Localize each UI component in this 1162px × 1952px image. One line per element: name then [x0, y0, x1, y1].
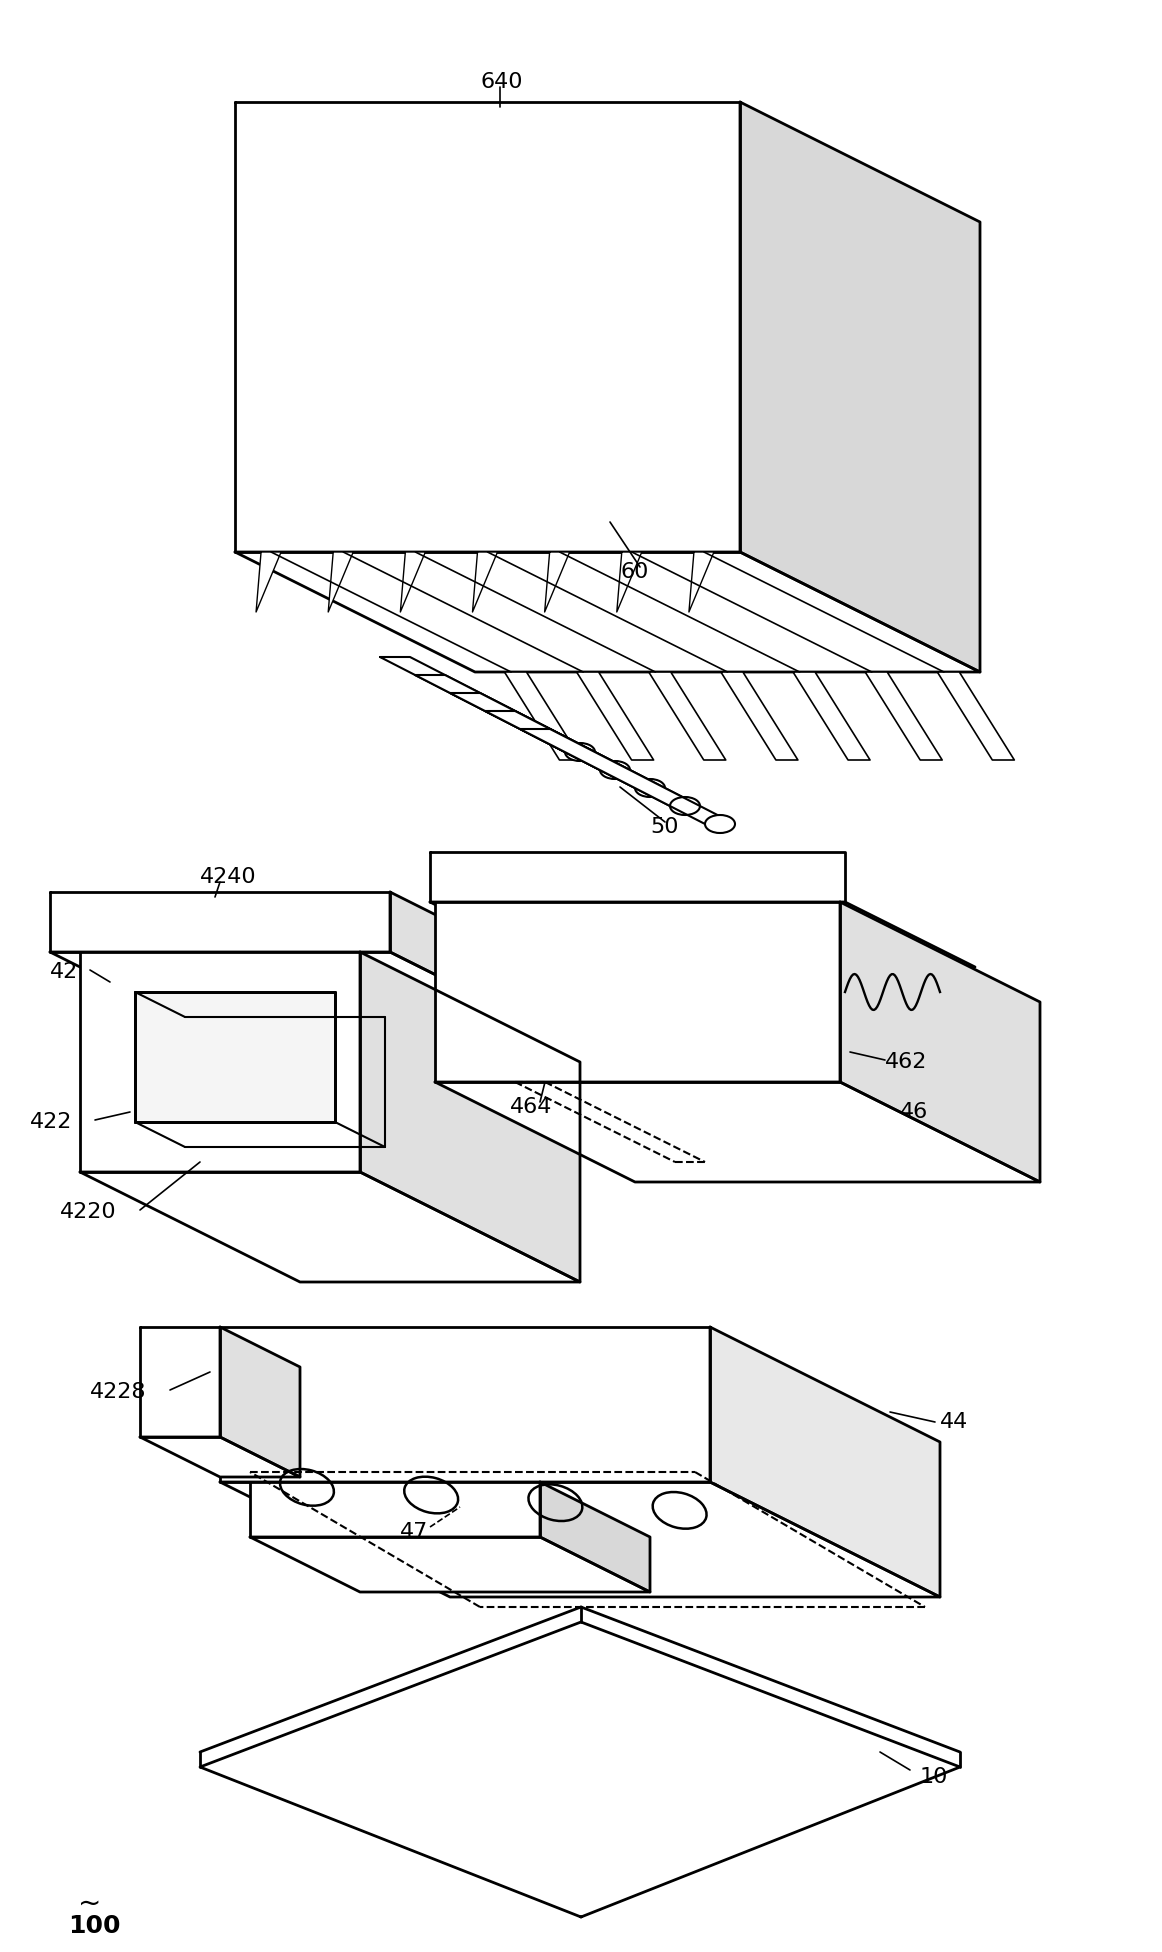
Polygon shape	[840, 902, 1040, 1183]
Polygon shape	[250, 1536, 650, 1593]
Text: 4228: 4228	[89, 1382, 146, 1402]
Text: 10: 10	[920, 1767, 948, 1786]
Text: 46: 46	[901, 1103, 928, 1122]
Polygon shape	[80, 953, 360, 1171]
Polygon shape	[401, 552, 425, 613]
Text: 42: 42	[50, 962, 78, 982]
Ellipse shape	[565, 744, 595, 761]
Polygon shape	[435, 902, 840, 1081]
Polygon shape	[710, 1327, 940, 1597]
Polygon shape	[220, 1327, 300, 1478]
Text: 462: 462	[885, 1052, 927, 1072]
Polygon shape	[792, 671, 870, 759]
Polygon shape	[80, 1171, 580, 1282]
Polygon shape	[200, 1622, 960, 1917]
Polygon shape	[740, 102, 980, 671]
Polygon shape	[139, 1327, 220, 1437]
Polygon shape	[938, 671, 1014, 759]
Polygon shape	[328, 552, 353, 613]
Text: 100: 100	[69, 1915, 121, 1938]
Text: 44: 44	[940, 1411, 968, 1433]
Text: 422: 422	[30, 1113, 72, 1132]
Ellipse shape	[705, 816, 736, 834]
Polygon shape	[390, 892, 571, 1042]
Polygon shape	[220, 1482, 940, 1597]
Polygon shape	[648, 671, 726, 759]
Polygon shape	[360, 953, 580, 1282]
Text: 464: 464	[510, 1097, 552, 1117]
Polygon shape	[135, 992, 335, 1122]
Polygon shape	[380, 658, 595, 752]
Polygon shape	[50, 892, 390, 953]
Polygon shape	[235, 552, 980, 671]
Ellipse shape	[670, 796, 700, 816]
Text: 640: 640	[480, 72, 523, 92]
Polygon shape	[139, 1437, 300, 1478]
Polygon shape	[435, 1081, 1040, 1183]
Polygon shape	[540, 1482, 650, 1593]
Polygon shape	[504, 671, 581, 759]
Text: 47: 47	[400, 1523, 429, 1542]
Polygon shape	[250, 1482, 540, 1536]
Ellipse shape	[600, 761, 630, 779]
Polygon shape	[485, 711, 700, 806]
Text: 50: 50	[650, 818, 679, 837]
Text: 4240: 4240	[200, 867, 257, 886]
Polygon shape	[50, 953, 571, 1042]
Polygon shape	[545, 552, 569, 613]
Polygon shape	[689, 552, 713, 613]
Ellipse shape	[634, 779, 665, 796]
Polygon shape	[256, 552, 281, 613]
Text: 4220: 4220	[60, 1202, 116, 1222]
Polygon shape	[521, 728, 736, 824]
Polygon shape	[220, 1327, 710, 1482]
Polygon shape	[617, 552, 641, 613]
Polygon shape	[473, 552, 497, 613]
Polygon shape	[450, 693, 665, 789]
Text: ~: ~	[78, 1890, 101, 1919]
Polygon shape	[576, 671, 653, 759]
Text: 60: 60	[621, 562, 648, 582]
Polygon shape	[430, 902, 975, 966]
Polygon shape	[866, 671, 942, 759]
Polygon shape	[415, 675, 630, 769]
Polygon shape	[720, 671, 798, 759]
Polygon shape	[235, 102, 740, 552]
Polygon shape	[430, 851, 845, 902]
